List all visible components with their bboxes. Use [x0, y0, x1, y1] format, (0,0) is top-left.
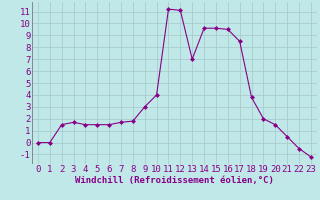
- X-axis label: Windchill (Refroidissement éolien,°C): Windchill (Refroidissement éolien,°C): [75, 176, 274, 185]
